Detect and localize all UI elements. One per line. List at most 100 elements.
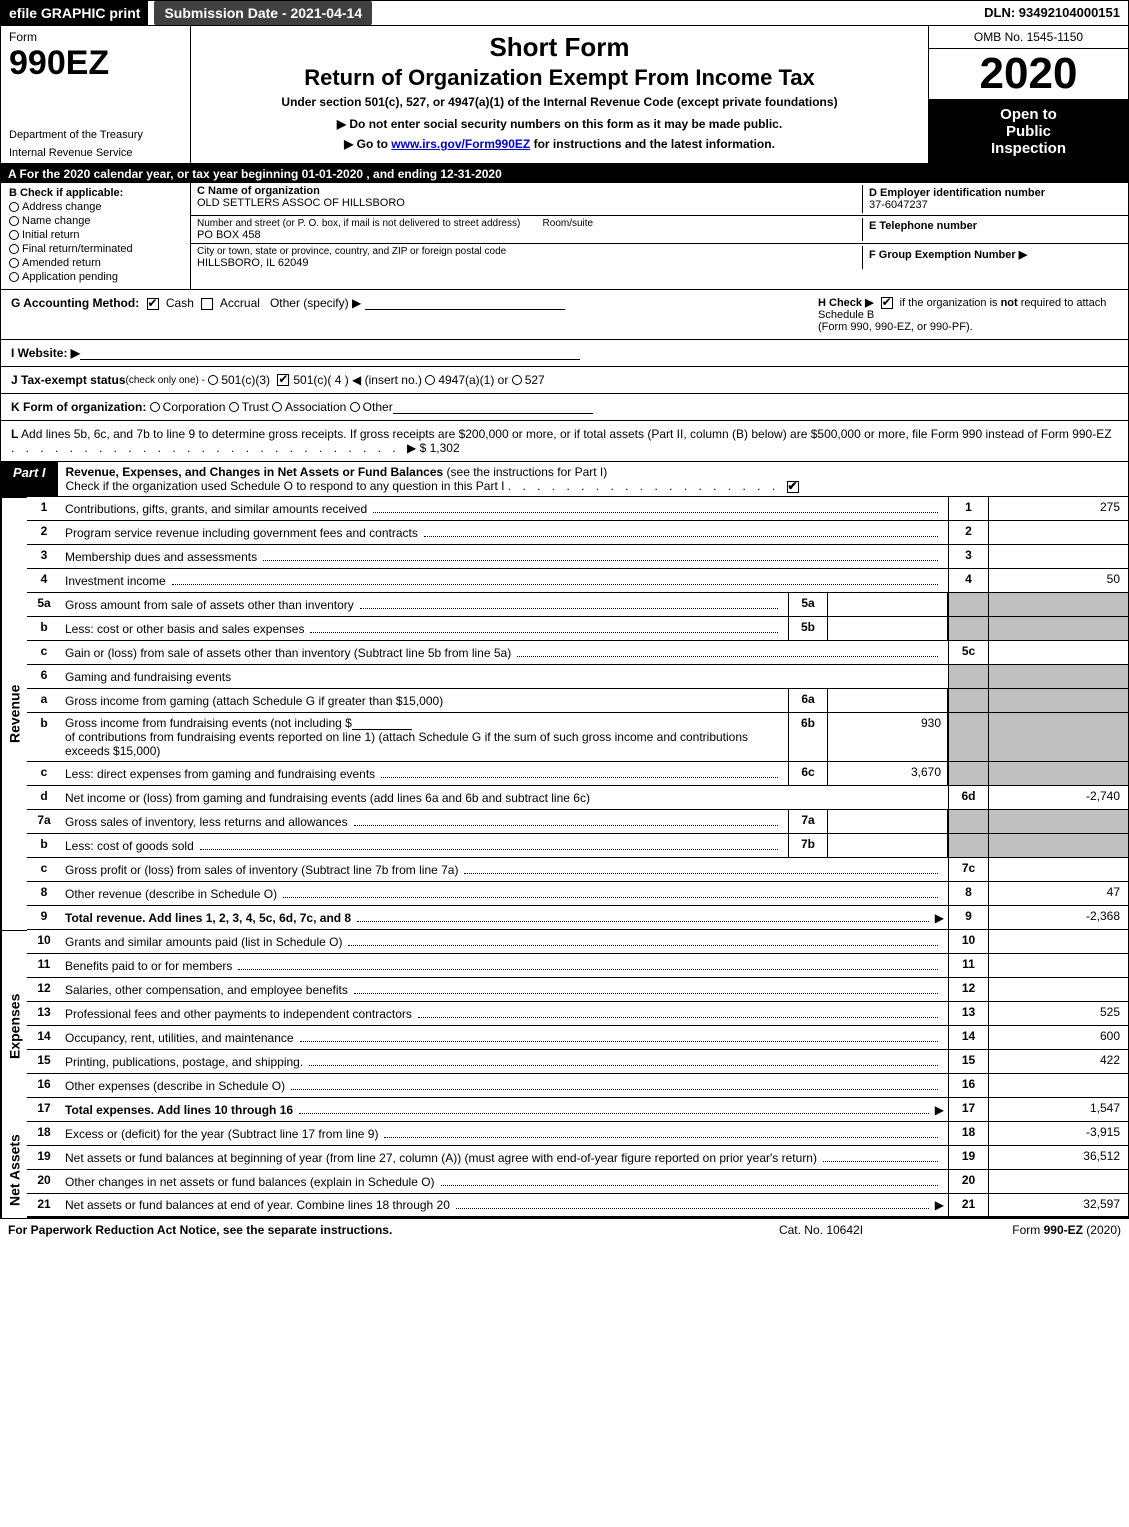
val-5c [988, 641, 1128, 664]
chk-501c[interactable] [277, 374, 289, 386]
part-1-checkline: Check if the organization used Schedule … [66, 479, 505, 493]
table-row: 12Salaries, other compensation, and empl… [27, 978, 1128, 1002]
table-row: 10Grants and similar amounts paid (list … [27, 930, 1128, 954]
chk-final-return[interactable]: Final return/terminated [9, 243, 182, 255]
chk-4947[interactable] [425, 375, 435, 385]
chk-schedule-o[interactable] [787, 481, 799, 493]
street-value: PO BOX 458 [197, 229, 862, 241]
val-6a [828, 689, 948, 712]
val-10 [988, 930, 1128, 953]
chk-address-change[interactable]: Address change [9, 201, 182, 213]
line-g: G Accounting Method: Cash Accrual Other … [11, 296, 818, 333]
val-7a [828, 810, 948, 833]
chk-other-org[interactable] [350, 402, 360, 412]
inspection-1: Open to [933, 106, 1124, 123]
chk-amended-return[interactable]: Amended return [9, 257, 182, 269]
group-exemption-label: F Group Exemption Number ▶ [869, 248, 1116, 261]
table-row: cGross profit or (loss) from sales of in… [27, 858, 1128, 882]
line-i: I Website: ▶ [0, 340, 1129, 367]
instruction-1: ▶ Do not enter social security numbers o… [201, 117, 918, 131]
val-3 [988, 545, 1128, 568]
table-row: 8Other revenue (describe in Schedule O)8… [27, 882, 1128, 906]
city-value: HILLSBORO, IL 62049 [197, 257, 862, 269]
part-1-table: Revenue 1Contributions, gifts, grants, a… [0, 497, 1129, 1218]
ein-label: D Employer identification number [869, 187, 1116, 199]
other-org-field[interactable] [393, 400, 593, 414]
inspection-2: Public [933, 123, 1124, 140]
table-row: cLess: direct expenses from gaming and f… [27, 762, 1128, 786]
table-row: 18Excess or (deficit) for the year (Subt… [27, 1122, 1128, 1146]
j-small: (check only one) - [126, 375, 205, 386]
inspection-3: Inspection [933, 140, 1124, 157]
val-14: 600 [988, 1026, 1128, 1049]
block-e: E Telephone number [862, 218, 1122, 241]
block-d: D Employer identification number 37-6047… [862, 185, 1122, 213]
opt-cash: Cash [166, 296, 194, 310]
name-label: C Name of organization [197, 185, 862, 197]
chk-corporation[interactable] [150, 402, 160, 412]
website-field[interactable] [80, 346, 580, 360]
val-1: 275 [988, 497, 1128, 520]
val-21: 32,597 [988, 1194, 1128, 1216]
val-12 [988, 978, 1128, 1001]
table-row: 2Program service revenue including gover… [27, 521, 1128, 545]
h-label: H Check ▶ [818, 297, 874, 309]
chk-association[interactable] [272, 402, 282, 412]
opt-501c: 501(c)( 4 ) ◀ (insert no.) [293, 373, 422, 387]
opt-501c3: 501(c)(3) [221, 373, 270, 387]
val-6b: 930 [828, 713, 948, 761]
table-row: 3Membership dues and assessments3 [27, 545, 1128, 569]
tax-year: 2020 [929, 49, 1128, 100]
section-a-tax-year: A For the 2020 calendar year, or tax yea… [0, 165, 1129, 183]
chk-cash[interactable] [147, 298, 159, 310]
block-f: F Group Exemption Number ▶ [862, 246, 1122, 269]
chk-accrual[interactable] [201, 298, 213, 310]
val-5b [828, 617, 948, 640]
form-header: Form 990EZ Department of the Treasury In… [0, 26, 1129, 165]
chk-application-pending[interactable]: Application pending [9, 271, 182, 283]
chk-527[interactable] [512, 375, 522, 385]
chk-schedule-b[interactable] [881, 297, 893, 309]
val-6c: 3,670 [828, 762, 948, 785]
top-bar: efile GRAPHIC print Submission Date - 20… [0, 0, 1129, 26]
val-18: -3,915 [988, 1122, 1128, 1145]
irs-link[interactable]: www.irs.gov/Form990EZ [391, 137, 530, 151]
page-footer: For Paperwork Reduction Act Notice, see … [0, 1218, 1129, 1241]
block-c-city: City or town, state or province, country… [191, 244, 1128, 271]
val-20 [988, 1170, 1128, 1193]
j-label: J Tax-exempt status [11, 373, 126, 387]
h-not: not [1001, 297, 1018, 309]
header-center: Short Form Return of Organization Exempt… [191, 26, 928, 163]
footer-left: For Paperwork Reduction Act Notice, see … [8, 1223, 721, 1237]
val-9: -2,368 [988, 906, 1128, 929]
chk-initial-return[interactable]: Initial return [9, 229, 182, 241]
opt-other: Other (specify) ▶ [270, 296, 361, 310]
val-5a [828, 593, 948, 616]
table-row: 7aGross sales of inventory, less returns… [27, 810, 1128, 834]
val-19: 36,512 [988, 1146, 1128, 1169]
footer-cat: Cat. No. 10642I [721, 1223, 921, 1237]
chk-name-change[interactable]: Name change [9, 215, 182, 227]
table-row: 14Occupancy, rent, utilities, and mainte… [27, 1026, 1128, 1050]
table-row: aGross income from gaming (attach Schedu… [27, 689, 1128, 713]
chk-trust[interactable] [229, 402, 239, 412]
6b-amount-field[interactable] [352, 716, 412, 730]
efile-label: efile GRAPHIC print [1, 1, 148, 25]
val-6d: -2,740 [988, 786, 1128, 809]
side-label-netassets: Net Assets [1, 1122, 27, 1218]
opt-accrual: Accrual [220, 296, 260, 310]
table-row: bLess: cost of goods sold7b [27, 834, 1128, 858]
part-1-header: Part I Revenue, Expenses, and Changes in… [0, 462, 1129, 497]
other-method-field[interactable] [365, 296, 565, 310]
table-row: 15Printing, publications, postage, and s… [27, 1050, 1128, 1074]
org-name: OLD SETTLERS ASSOC OF HILLSBORO [197, 197, 862, 209]
i-label: I Website: ▶ [11, 346, 80, 360]
chk-501c3[interactable] [208, 375, 218, 385]
ein-value: 37-6047237 [869, 199, 1116, 211]
identity-row: B Check if applicable: Address change Na… [0, 183, 1129, 290]
g-label: G Accounting Method: [11, 296, 139, 310]
l-value: ▶ $ 1,302 [407, 441, 460, 455]
line-j: J Tax-exempt status (check only one) - 5… [0, 367, 1129, 394]
arrow-icon: ▶ [935, 911, 944, 925]
table-row: 1Contributions, gifts, grants, and simil… [27, 497, 1128, 521]
